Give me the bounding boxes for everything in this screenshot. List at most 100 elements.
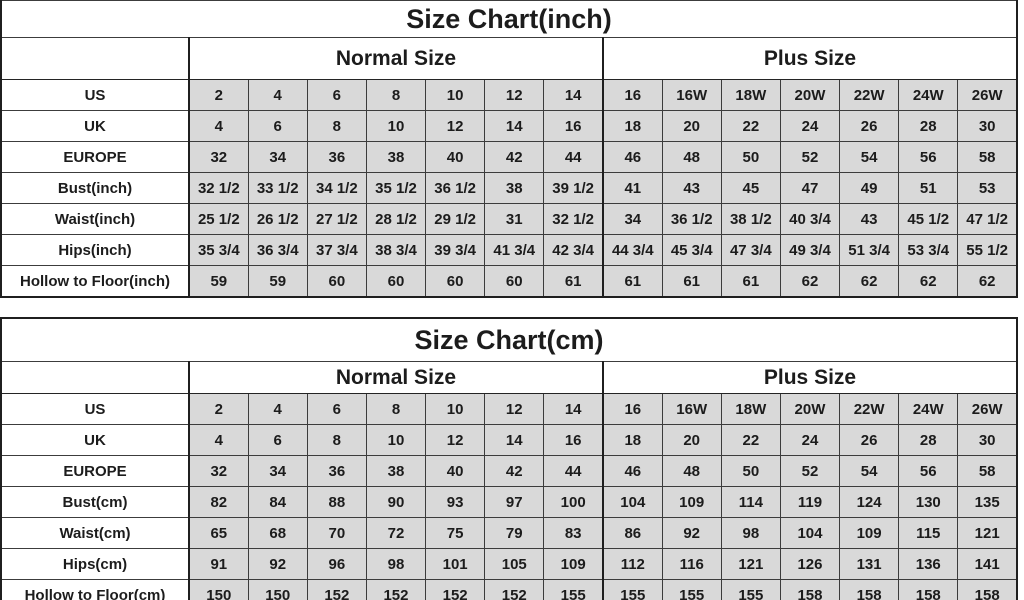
size-cell: 119 [779, 486, 841, 518]
size-cell: 31 [484, 203, 545, 235]
size-cell: 53 3/4 [898, 234, 959, 266]
table-row: EUROPE 32 34 36 38 40 42 44 46 48 50 52 54 56 58 [0, 141, 1018, 173]
size-cell: 47 3/4 [720, 234, 781, 266]
size-cell: 91 [188, 548, 249, 580]
size-cell: 10 [425, 79, 486, 111]
table-row: UK 4 6 8 10 12 14 16 18 20 22 24 26 28 30 [0, 110, 1018, 142]
size-cell: 62 [898, 265, 959, 298]
row-label: US [0, 79, 190, 111]
size-cell: 98 [365, 548, 427, 580]
size-cell: 46 [602, 455, 663, 487]
size-cell: 34 1/2 [306, 172, 367, 204]
size-cell: 36 3/4 [247, 234, 308, 266]
size-cell: 4 [188, 424, 249, 456]
size-cell: 42 3/4 [543, 234, 604, 266]
size-cell: 46 [602, 141, 663, 173]
size-cell: 56 [898, 141, 959, 173]
size-cell: 22 [720, 424, 781, 456]
size-cell: 35 1/2 [365, 172, 427, 204]
size-cell: 36 [306, 141, 367, 173]
size-cell: 14 [543, 79, 604, 111]
size-cell: 24W [898, 393, 959, 425]
size-cell: 18 [602, 424, 663, 456]
size-cell: 158 [957, 579, 1018, 600]
size-cell: 26W [957, 393, 1018, 425]
table-row: US 2 4 6 8 10 12 14 16 16W 18W 20W 22W 24W 26W [0, 393, 1018, 425]
table-row: US 2 4 6 8 10 12 14 16 16W 18W 20W 22W 24W 26W [0, 79, 1018, 111]
size-cell: 65 [188, 517, 249, 549]
size-cell: 8 [306, 424, 367, 456]
size-cell: 36 [306, 455, 367, 487]
size-cell: 124 [839, 486, 900, 518]
size-cell: 152 [365, 579, 427, 600]
size-cell: 135 [957, 486, 1018, 518]
size-cell: 121 [957, 517, 1018, 549]
size-cell: 25 1/2 [188, 203, 249, 235]
corner-cell [0, 361, 190, 394]
size-cell: 6 [247, 424, 308, 456]
size-cell: 112 [602, 548, 663, 580]
size-cell: 47 1/2 [957, 203, 1018, 235]
size-cell: 41 [602, 172, 663, 204]
size-cell: 100 [543, 486, 604, 518]
size-cell: 141 [957, 548, 1018, 580]
table-title-row: Size Chart(cm) [0, 317, 1018, 362]
size-cell: 34 [247, 455, 308, 487]
size-cell: 16 [543, 424, 604, 456]
size-cell: 92 [661, 517, 722, 549]
size-cell: 45 1/2 [898, 203, 959, 235]
size-cell: 96 [306, 548, 367, 580]
size-cell: 38 [365, 141, 427, 173]
size-cell: 98 [720, 517, 781, 549]
size-cell: 29 1/2 [425, 203, 486, 235]
size-cell: 49 [839, 172, 900, 204]
size-cell: 58 [957, 141, 1018, 173]
table-row: EUROPE 32 34 36 38 40 42 44 46 48 50 52 54 56 58 [0, 455, 1018, 487]
size-cell: 75 [425, 517, 486, 549]
size-cell: 152 [306, 579, 367, 600]
size-cell: 43 [661, 172, 722, 204]
size-cell: 14 [543, 393, 604, 425]
size-cell: 109 [661, 486, 722, 518]
size-cell: 54 [839, 141, 900, 173]
group-header-normal: Normal Size [188, 37, 604, 80]
size-cell: 38 [484, 172, 545, 204]
row-label: Waist(cm) [0, 517, 190, 549]
row-label: UK [0, 424, 190, 456]
size-cell: 16 [602, 79, 663, 111]
size-cell: 10 [365, 424, 427, 456]
size-cell: 51 3/4 [839, 234, 900, 266]
size-cell: 12 [484, 79, 545, 111]
size-cell: 56 [898, 455, 959, 487]
row-label: Waist(inch) [0, 203, 190, 235]
size-cell: 28 [898, 110, 959, 142]
corner-cell [0, 37, 190, 80]
size-cell: 121 [720, 548, 781, 580]
group-header-plus: Plus Size [602, 37, 1018, 80]
group-header-normal: Normal Size [188, 361, 604, 394]
size-cell: 44 3/4 [602, 234, 663, 266]
size-cell: 54 [839, 455, 900, 487]
size-chart-inch-table: Size Chart(inch) Normal Size Plus Size U… [0, 0, 1018, 298]
size-cell: 55 1/2 [957, 234, 1018, 266]
size-cell: 155 [661, 579, 722, 600]
size-cell: 60 [306, 265, 367, 298]
size-cell: 79 [484, 517, 545, 549]
size-cell: 104 [779, 517, 841, 549]
row-label: Bust(inch) [0, 172, 190, 204]
size-cell: 6 [306, 79, 367, 111]
size-cell: 12 [484, 393, 545, 425]
size-cell: 33 1/2 [247, 172, 308, 204]
table-row: Bust(inch) 32 1/2 33 1/2 34 1/2 35 1/2 36 1/2… [0, 172, 1018, 204]
size-cell: 45 3/4 [661, 234, 722, 266]
row-label: Hollow to Floor(inch) [0, 265, 190, 298]
size-cell: 70 [306, 517, 367, 549]
size-cell: 20W [779, 393, 841, 425]
size-cell: 12 [425, 424, 486, 456]
size-cell: 10 [425, 393, 486, 425]
size-cell: 84 [247, 486, 308, 518]
size-cell: 38 1/2 [720, 203, 781, 235]
size-cell: 24 [779, 110, 841, 142]
size-cell: 28 1/2 [365, 203, 427, 235]
